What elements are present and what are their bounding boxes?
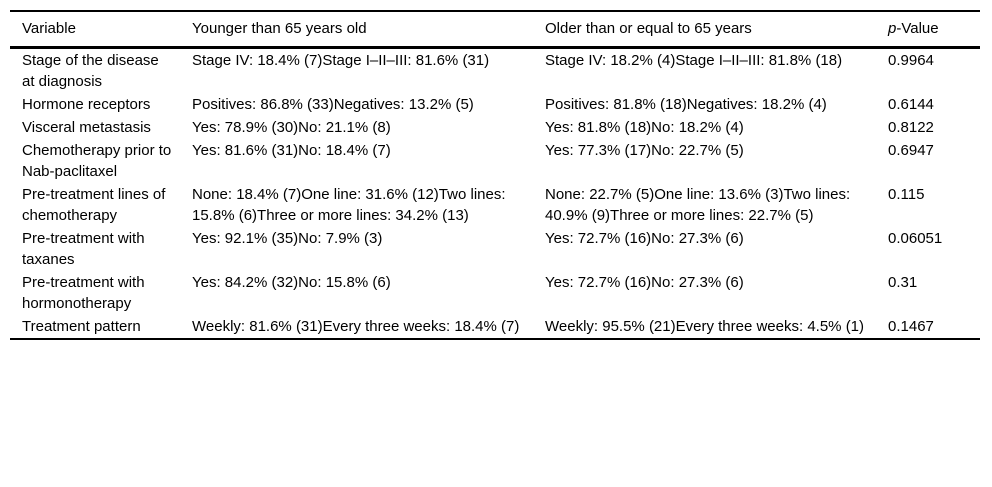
- cell-younger-than-65: Yes: 92.1% (35)No: 7.9% (3): [192, 230, 383, 247]
- table-row: Pre-treatment lines of chemotherapy None…: [10, 183, 980, 227]
- cell-p-value: 0.9964: [888, 52, 934, 69]
- cell-older-equal-65: Yes: 77.3% (17)No: 22.7% (5): [545, 142, 744, 159]
- table-row: Visceral metastasis Yes: 78.9% (30)No: 2…: [10, 116, 980, 139]
- cell-younger-than-65: None: 18.4% (7)One line: 31.6% (12)Two l…: [192, 186, 506, 224]
- table-row: Hormone receptors Positives: 86.8% (33)N…: [10, 93, 980, 116]
- cell-younger-than-65: Yes: 84.2% (32)No: 15.8% (6): [192, 274, 391, 291]
- cell-younger-than-65: Yes: 78.9% (30)No: 21.1% (8): [192, 119, 391, 136]
- table-row: Pre-treatment with taxanes Yes: 92.1% (3…: [10, 227, 980, 271]
- cell-older-equal-65: Weekly: 95.5% (21)Every three weeks: 4.5…: [545, 318, 865, 335]
- cell-p-value: 0.31: [888, 274, 918, 291]
- p-value-italic-p: p: [888, 20, 897, 37]
- cell-p-value: 0.1467: [888, 318, 934, 335]
- table-header-row: Variable Younger than 65 years old Older…: [10, 11, 980, 49]
- table-row: Stage of the disease at diagnosis Stage …: [10, 48, 980, 94]
- cell-variable: Hormone receptors: [22, 96, 151, 113]
- cell-p-value: 0.6144: [888, 96, 934, 113]
- cell-younger-than-65: Positives: 86.8% (33)Negatives: 13.2% (5…: [192, 96, 474, 113]
- column-header-younger-than-65: Younger than 65 years old: [180, 11, 533, 49]
- p-value-suffix: -Value: [896, 20, 939, 37]
- table-body: Stage of the disease at diagnosis Stage …: [10, 48, 980, 340]
- cell-variable: Pre-treatment with hormonotherapy: [22, 274, 145, 312]
- cell-p-value: 0.6947: [888, 142, 934, 159]
- cell-younger-than-65: Yes: 81.6% (31)No: 18.4% (7): [192, 142, 391, 159]
- cell-variable: Visceral metastasis: [22, 119, 151, 136]
- comparison-table-container: Variable Younger than 65 years old Older…: [10, 10, 980, 340]
- cell-older-equal-65: Yes: 72.7% (16)No: 27.3% (6): [545, 230, 744, 247]
- table-header: Variable Younger than 65 years old Older…: [10, 11, 980, 49]
- table-row: Chemotherapy prior to Nab-paclitaxel Yes…: [10, 139, 980, 183]
- cell-older-equal-65: None: 22.7% (5)One line: 13.6% (3)Two li…: [545, 186, 851, 224]
- cell-older-equal-65: Yes: 72.7% (16)No: 27.3% (6): [545, 274, 744, 291]
- table-row: Pre-treatment with hormonotherapy Yes: 8…: [10, 271, 980, 315]
- cell-variable: Stage of the disease at diagnosis: [22, 52, 159, 90]
- cell-variable: Treatment pattern: [22, 318, 141, 335]
- cell-older-equal-65: Stage IV: 18.2% (4)Stage I–II–III: 81.8%…: [545, 52, 843, 69]
- cell-p-value: 0.115: [888, 186, 925, 203]
- cell-variable: Pre-treatment with taxanes: [22, 230, 145, 268]
- column-header-p-value: p-Value: [876, 11, 980, 49]
- cell-older-equal-65: Positives: 81.8% (18)Negatives: 18.2% (4…: [545, 96, 827, 113]
- cell-p-value: 0.8122: [888, 119, 934, 136]
- cell-younger-than-65: Stage IV: 18.4% (7)Stage I–II–III: 81.6%…: [192, 52, 490, 69]
- cell-variable: Chemotherapy prior to Nab-paclitaxel: [22, 142, 172, 180]
- cell-variable: Pre-treatment lines of chemotherapy: [22, 186, 166, 224]
- cell-older-equal-65: Yes: 81.8% (18)No: 18.2% (4): [545, 119, 744, 136]
- table-row: Treatment pattern Weekly: 81.6% (31)Ever…: [10, 315, 980, 339]
- column-header-older-equal-65: Older than or equal to 65 years: [533, 11, 876, 49]
- cell-younger-than-65: Weekly: 81.6% (31)Every three weeks: 18.…: [192, 318, 520, 335]
- column-header-variable: Variable: [10, 11, 180, 49]
- age-group-comparison-table: Variable Younger than 65 years old Older…: [10, 10, 980, 340]
- cell-p-value: 0.06051: [888, 230, 943, 247]
